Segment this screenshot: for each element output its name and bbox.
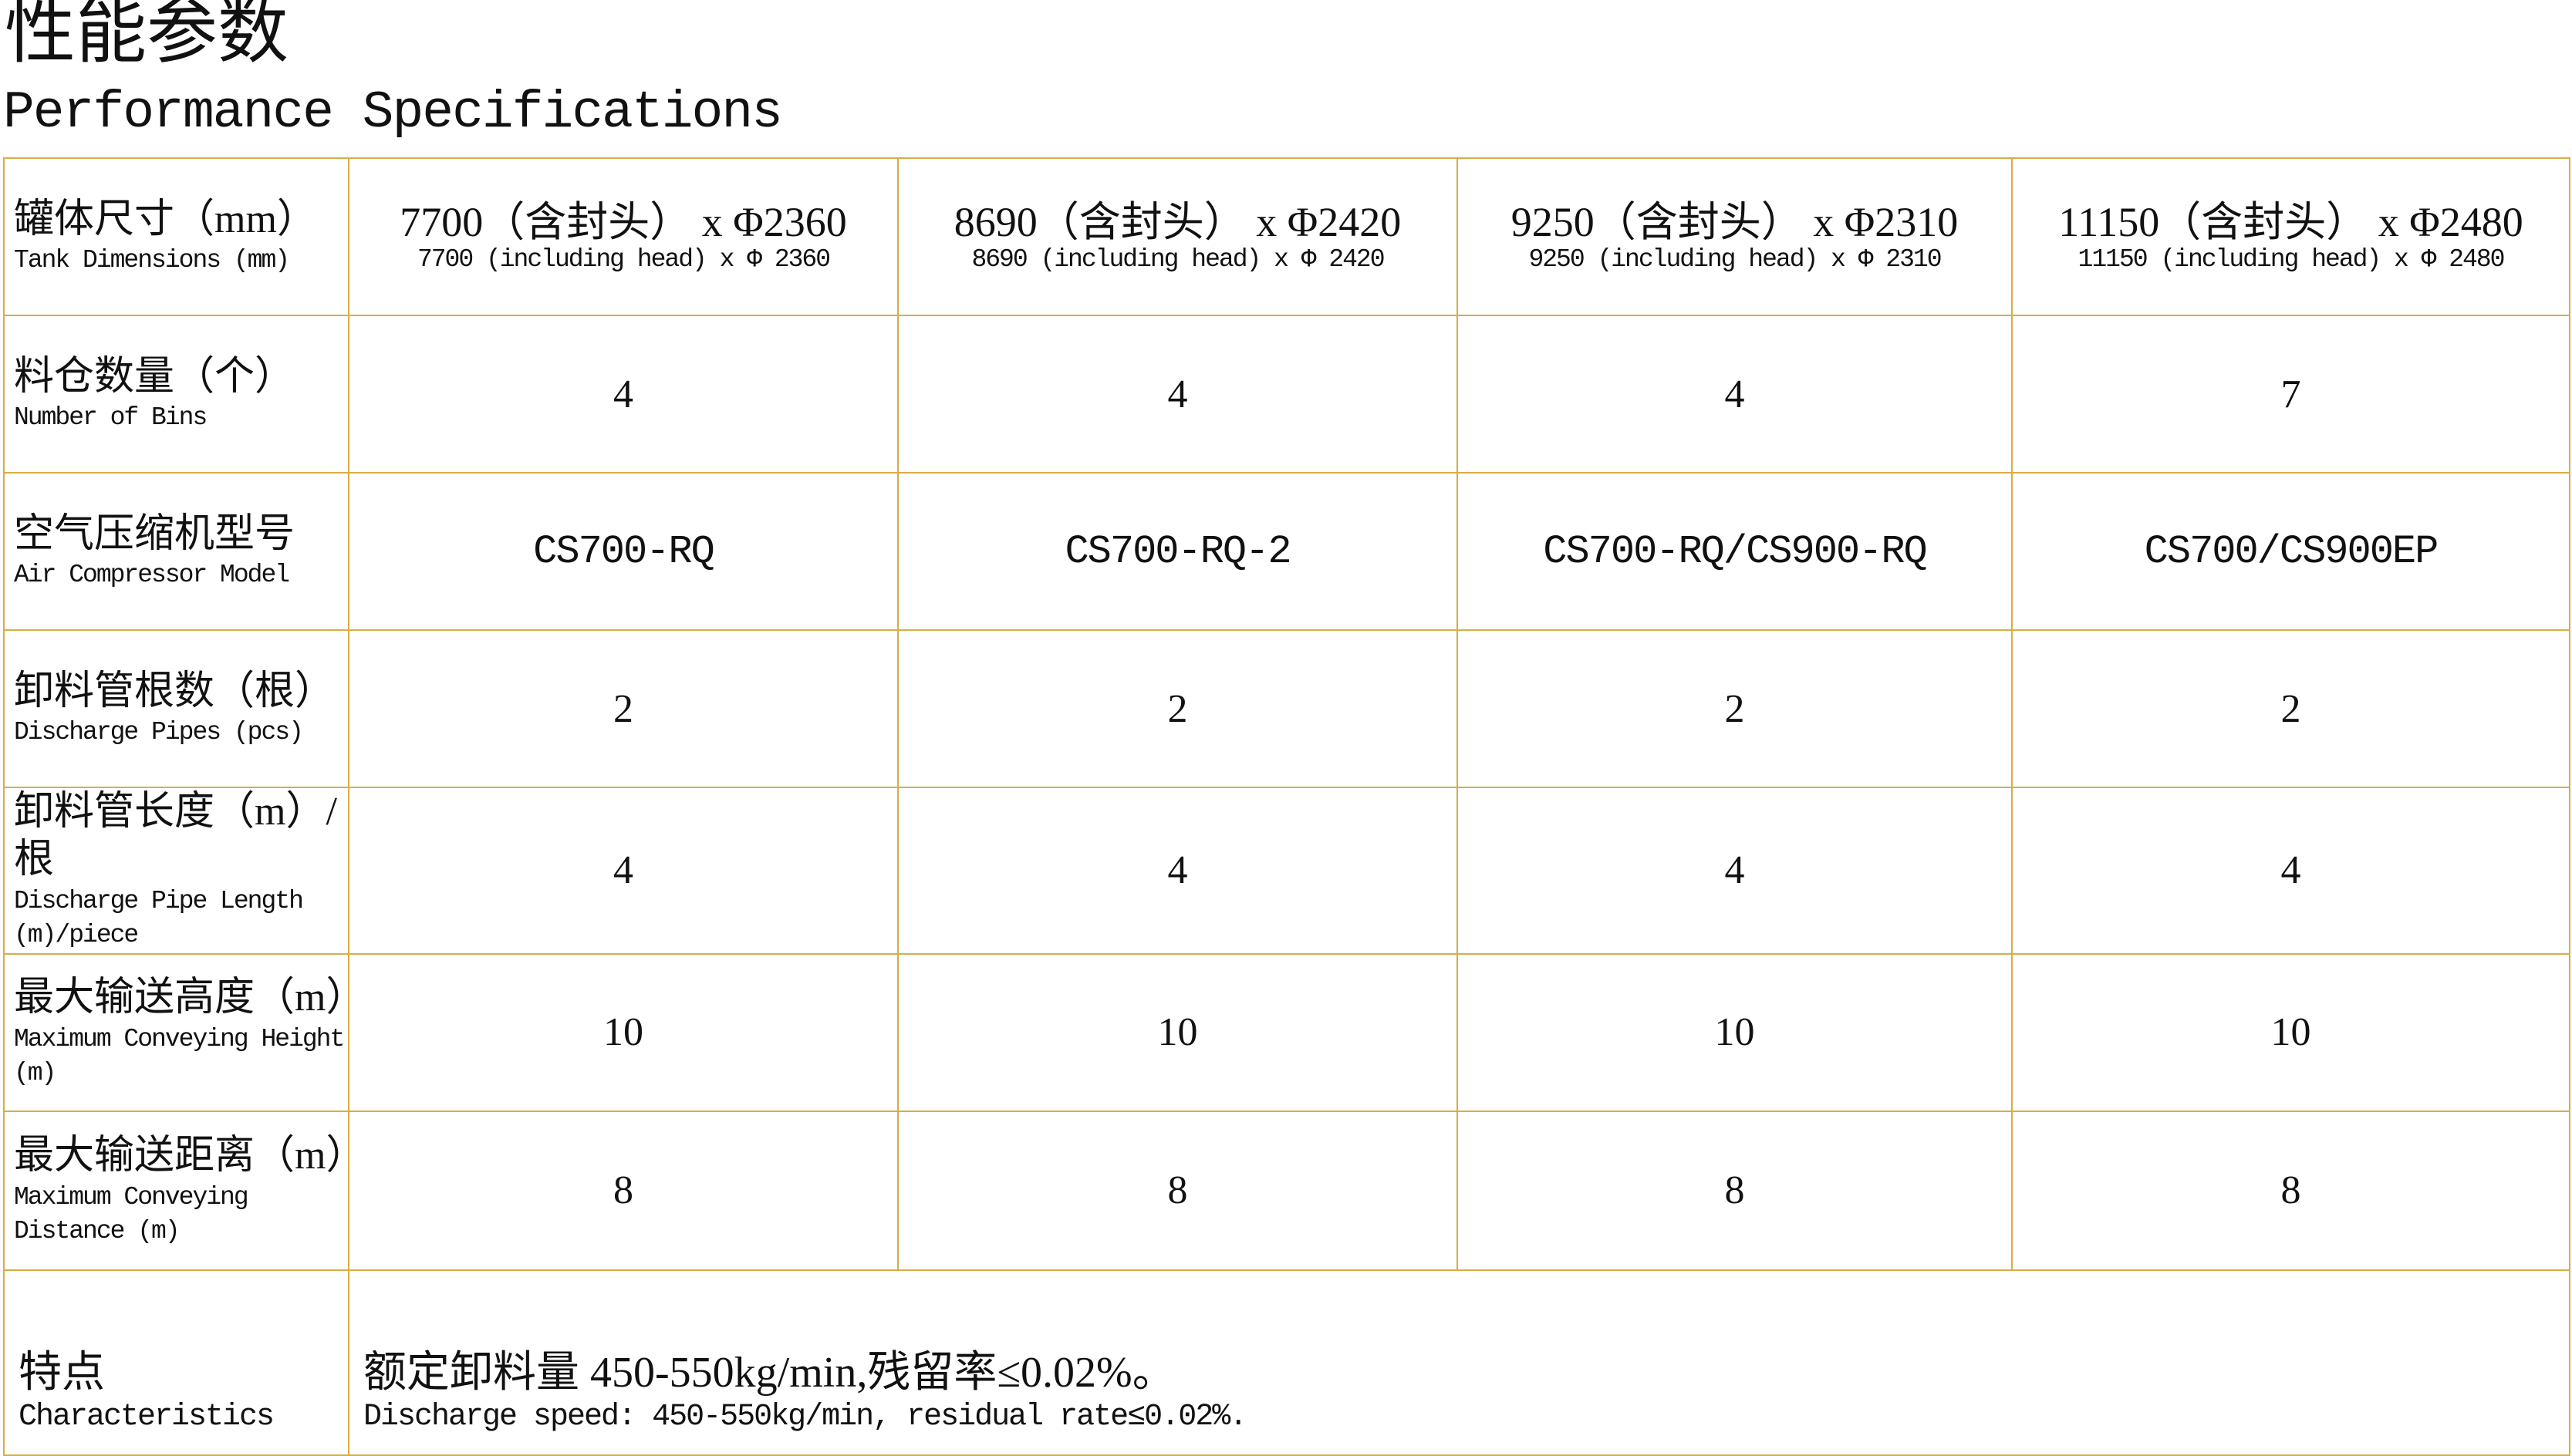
value-en: 8690 (including head) x Φ 2420 <box>971 245 1385 275</box>
label-cn: 最大输送距离（m） <box>14 1134 366 1178</box>
table-row: 罐体尺寸（mm） Tank Dimensions (mm) 7700（含封头） x … <box>3 157 2570 316</box>
characteristics-label: 特点 Characteristics <box>3 1269 349 1456</box>
label-en: Maximum Conveying Height (m) <box>14 1024 345 1088</box>
spec-table: 罐体尺寸（mm） Tank Dimensions (mm) 7700（含封头） x … <box>3 157 2570 1456</box>
table-cell: 2 <box>2011 629 2570 788</box>
row-label: 卸料管长度（m）/根 Discharge Pipe Length (m)/piec… <box>3 787 349 955</box>
value-en: 11150 (including head) x Φ 2480 <box>2078 245 2506 275</box>
value-cn: 7700（含封头） x Φ2360 <box>400 198 847 245</box>
table-cell: 9250（含封头） x Φ2310 9250 (including head) x… <box>1456 157 2013 316</box>
table-cell: 11150（含封头） x Φ2480 11150 (including head)… <box>2011 157 2570 316</box>
row-label: 最大输送距离（m） Maximum Conveying Distance (m) <box>3 1110 366 1271</box>
label-en: Discharge Pipes (pcs) <box>14 717 304 747</box>
table-cell: 7700（含封头） x Φ2360 7700 (including head) x… <box>348 157 899 316</box>
characteristics-text: 额定卸料量 450-550kg/min,残留率≤0.02%。 Discharge … <box>348 1269 2570 1456</box>
table-cell: 4 <box>2011 787 2570 955</box>
label-en: Number of Bins <box>14 403 208 432</box>
table-cell: 8 <box>348 1110 899 1271</box>
row-label: 料仓数量（个） Number of Bins <box>3 315 349 474</box>
value-cn: 8690（含封头） x Φ2420 <box>954 198 1402 245</box>
page-title-cn: 性能参数 <box>5 0 289 72</box>
table-cell: 10 <box>2011 952 2570 1112</box>
table-cell: CS700-RQ/CS900-RQ <box>1456 472 2013 631</box>
table-cell: 10 <box>1456 952 2013 1112</box>
text-en: Discharge speed: 450-550kg/min, residual… <box>363 1399 1247 1434</box>
table-cell: 2 <box>1456 629 2013 788</box>
table-cell: CS700/CS900EP <box>2011 472 2570 631</box>
table-cell: CS700-RQ <box>348 472 899 631</box>
table-row: 卸料管根数（根） Discharge Pipes (pcs) 2 2 2 2 <box>3 629 2570 788</box>
value-cn: 9250（含封头） x Φ2310 <box>1510 198 1959 245</box>
row-label: 空气压缩机型号 Air Compressor Model <box>3 472 349 631</box>
value-en: 9250 (including head) x Φ 2310 <box>1528 245 1942 275</box>
label-cn: 特点 <box>19 1348 105 1397</box>
table-cell: 8 <box>897 1110 1458 1271</box>
table-cell: 10 <box>348 952 899 1112</box>
row-label: 最大输送高度（m） Maximum Conveying Height (m) <box>3 952 366 1112</box>
table-row: 料仓数量（个） Number of Bins 4 4 4 7 <box>3 315 2570 474</box>
row-label: 罐体尺寸（mm） Tank Dimensions (mm) <box>3 157 349 316</box>
table-cell: 4 <box>348 315 899 474</box>
table-cell: 4 <box>1456 787 2013 955</box>
page-title-en: Performance Specifications <box>3 83 783 143</box>
row-label: 卸料管根数（根） Discharge Pipes (pcs) <box>3 629 349 788</box>
table-cell: 8 <box>2011 1110 2570 1271</box>
table-cell: 4 <box>1456 315 2013 474</box>
text-cn: 额定卸料量 450-550kg/min,残留率≤0.02%。 <box>363 1348 1176 1397</box>
table-cell: 4 <box>897 787 1458 955</box>
label-cn: 罐体尺寸（mm） <box>14 197 317 241</box>
table-cell: 7 <box>2011 315 2570 474</box>
table-cell: 2 <box>897 629 1458 788</box>
value-cn: 11150（含封头） x Φ2480 <box>2058 198 2523 245</box>
label-en: Tank Dimensions (mm) <box>14 245 290 275</box>
label-cn: 卸料管长度（m）/根 <box>14 790 337 882</box>
table-row: 空气压缩机型号 Air Compressor Model CS700-RQ CS700… <box>3 472 2570 631</box>
label-cn: 空气压缩机型号 <box>14 511 295 556</box>
table-row: 最大输送距离（m） Maximum Conveying Distance (m) 8… <box>3 1110 2570 1271</box>
characteristics-row: 特点 Characteristics 额定卸料量 450-550kg/min,残留… <box>3 1269 2570 1456</box>
table-cell: 4 <box>897 315 1458 474</box>
label-en: Air Compressor Model <box>14 560 290 589</box>
label-en: Characteristics <box>19 1399 275 1434</box>
table-cell: CS700-RQ-2 <box>897 472 1458 631</box>
label-en: Discharge Pipe Length (m)/piece <box>14 886 304 950</box>
value-en: 7700 (including head) x Φ 2360 <box>417 245 831 275</box>
table-cell: 10 <box>897 952 1458 1112</box>
label-cn: 料仓数量（个） <box>14 354 295 399</box>
label-cn: 卸料管根数（根） <box>14 669 336 713</box>
table-cell: 8690（含封头） x Φ2420 8690 (including head) x… <box>897 157 1458 316</box>
table-row: 最大输送高度（m） Maximum Conveying Height (m) 10 1… <box>3 952 2570 1112</box>
table-row: 卸料管长度（m）/根 Discharge Pipe Length (m)/piec… <box>3 787 2570 955</box>
table-cell: 4 <box>348 787 899 955</box>
label-cn: 最大输送高度（m） <box>14 976 366 1020</box>
table-cell: 2 <box>348 629 899 788</box>
label-en: Maximum Conveying Distance (m) <box>14 1182 249 1246</box>
table-cell: 8 <box>1456 1110 2013 1271</box>
